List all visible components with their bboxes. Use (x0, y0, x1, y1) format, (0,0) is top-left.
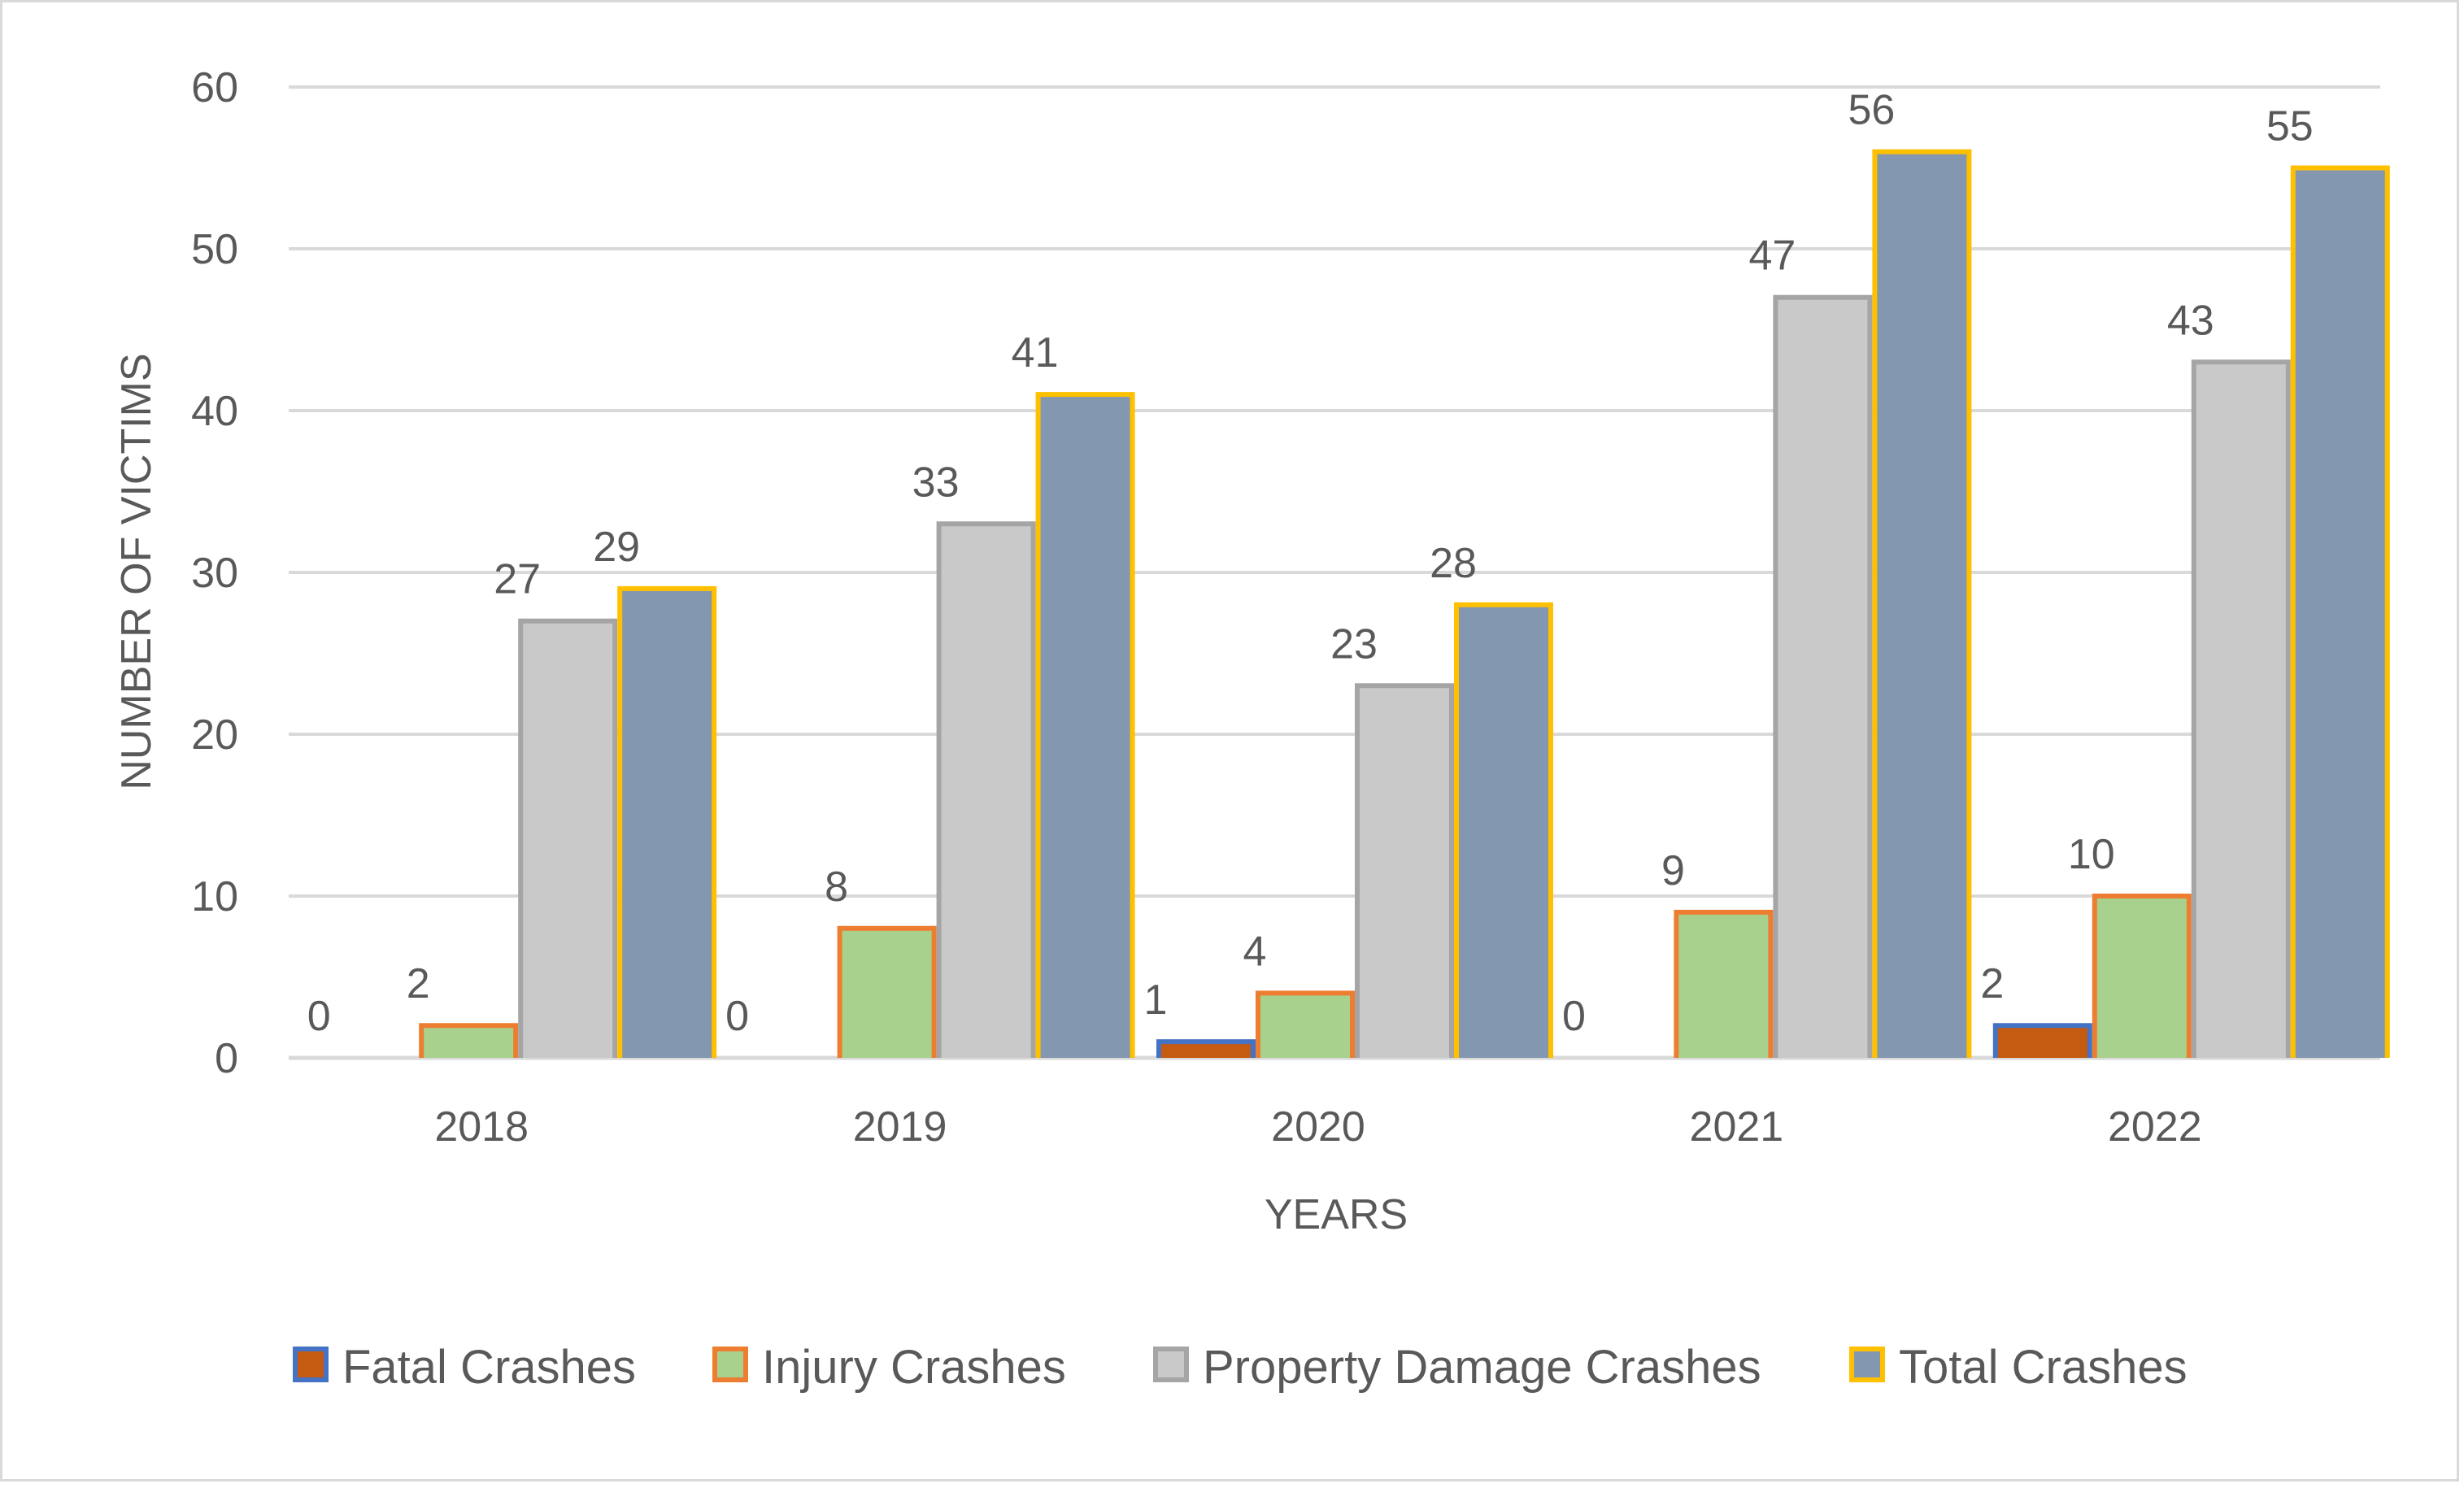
data-label: 56 (1848, 87, 1895, 134)
legend-label: Total Crashes (1899, 1341, 2188, 1394)
y-axis-title: NUMBER OF VICTIMS (113, 353, 160, 790)
bars (419, 149, 2390, 1059)
bar-property-damage-crashes (1775, 297, 1870, 1058)
bar-injury-crashes (1258, 993, 1352, 1058)
x-tick-label: 2020 (1271, 1103, 1365, 1151)
y-tick-label: 0 (215, 1035, 238, 1082)
data-label: 2 (1980, 960, 2004, 1007)
legend-label: Injury Crashes (762, 1341, 1066, 1394)
data-label: 0 (1562, 993, 1586, 1040)
legend-label: Property Damage Crashes (1203, 1341, 1761, 1394)
data-label: 8 (825, 864, 848, 911)
bar-property-damage-crashes (1357, 685, 1452, 1058)
data-label: 9 (1661, 847, 1685, 894)
bar-outline (419, 1023, 519, 1058)
data-label: 33 (912, 459, 960, 506)
bar-outline (2290, 165, 2390, 1058)
bar-property-damage-crashes (520, 620, 616, 1058)
bar-total-crashes (1038, 394, 1133, 1059)
bar-outline (1674, 909, 1774, 1058)
data-label: 23 (1330, 620, 1378, 668)
bar-injury-crashes (2094, 896, 2189, 1058)
bar-injury-crashes (839, 928, 934, 1058)
bar-injury-crashes (1676, 912, 1771, 1058)
bar-outline (1156, 1039, 1256, 1058)
y-tick-label: 50 (191, 226, 238, 273)
data-label: 2 (407, 960, 430, 1007)
x-tick-label: 2018 (434, 1103, 529, 1151)
data-label: 27 (494, 556, 541, 603)
x-tick-label: 2019 (853, 1103, 947, 1151)
bar-outline (518, 618, 618, 1058)
bar-outline (1773, 294, 1873, 1058)
x-axis-title: YEARS (1265, 1191, 1408, 1238)
data-labels: 0 2 27 29 0 8 33 41 1 4 23 28 0 9 47 56 2 10 43 55 (307, 87, 2314, 1040)
y-tick-label: 30 (191, 550, 238, 597)
legend-label: Fatal Crashes (342, 1341, 636, 1394)
data-label: 0 (725, 993, 749, 1040)
x-axis-ticks: 2018 2019 2020 2021 2022 (434, 1103, 2201, 1151)
bar-total-crashes (1874, 151, 1970, 1059)
bar-outline (2191, 359, 2291, 1058)
y-tick-label: 60 (191, 64, 238, 111)
bar-fatal-crashes (1159, 1042, 1253, 1058)
bar-fatal-crashes (1995, 1025, 2090, 1058)
bar-outline (1872, 149, 1972, 1058)
legend-swatch (1849, 1347, 1885, 1382)
data-label: 0 (307, 993, 331, 1040)
bar-property-damage-crashes (938, 524, 1034, 1058)
data-label: 28 (1430, 540, 1477, 587)
x-tick-label: 2021 (1690, 1103, 1784, 1151)
bar-outline (1256, 990, 1355, 1058)
x-tick-label: 2022 (2108, 1103, 2202, 1151)
bar-outline (1355, 683, 1454, 1058)
legend-swatch (293, 1347, 329, 1382)
legend-swatch (1153, 1347, 1189, 1382)
data-label: 29 (593, 524, 640, 571)
bar-outline (2092, 894, 2192, 1058)
bar-outline (936, 521, 1036, 1058)
data-label: 4 (1243, 928, 1267, 975)
data-label: 41 (1012, 329, 1059, 376)
bar-outline (617, 585, 717, 1058)
y-tick-label: 20 (191, 711, 238, 759)
bar-total-crashes (620, 588, 715, 1058)
y-tick-label: 10 (191, 873, 238, 920)
bar-outline (1992, 1023, 2092, 1058)
bar-outline (1035, 392, 1135, 1058)
bar-total-crashes (2292, 168, 2388, 1058)
data-label: 43 (2167, 297, 2214, 344)
y-tick-label: 40 (191, 388, 238, 435)
data-label: 10 (2068, 831, 2115, 878)
bar-total-crashes (1456, 604, 1551, 1058)
legend: Fatal Crashes Injury Crashes Property Dama… (293, 1341, 2188, 1394)
bar-outline (1454, 602, 1553, 1058)
bar-outline (837, 925, 937, 1058)
bar-injury-crashes (421, 1025, 516, 1058)
data-label: 1 (1144, 977, 1168, 1024)
data-label: 47 (1748, 233, 1796, 280)
data-label: 55 (2266, 103, 2314, 150)
legend-swatch (712, 1347, 748, 1382)
bar-property-damage-crashes (2193, 362, 2288, 1058)
y-axis-ticks: 0 10 20 30 40 50 60 (191, 64, 238, 1082)
